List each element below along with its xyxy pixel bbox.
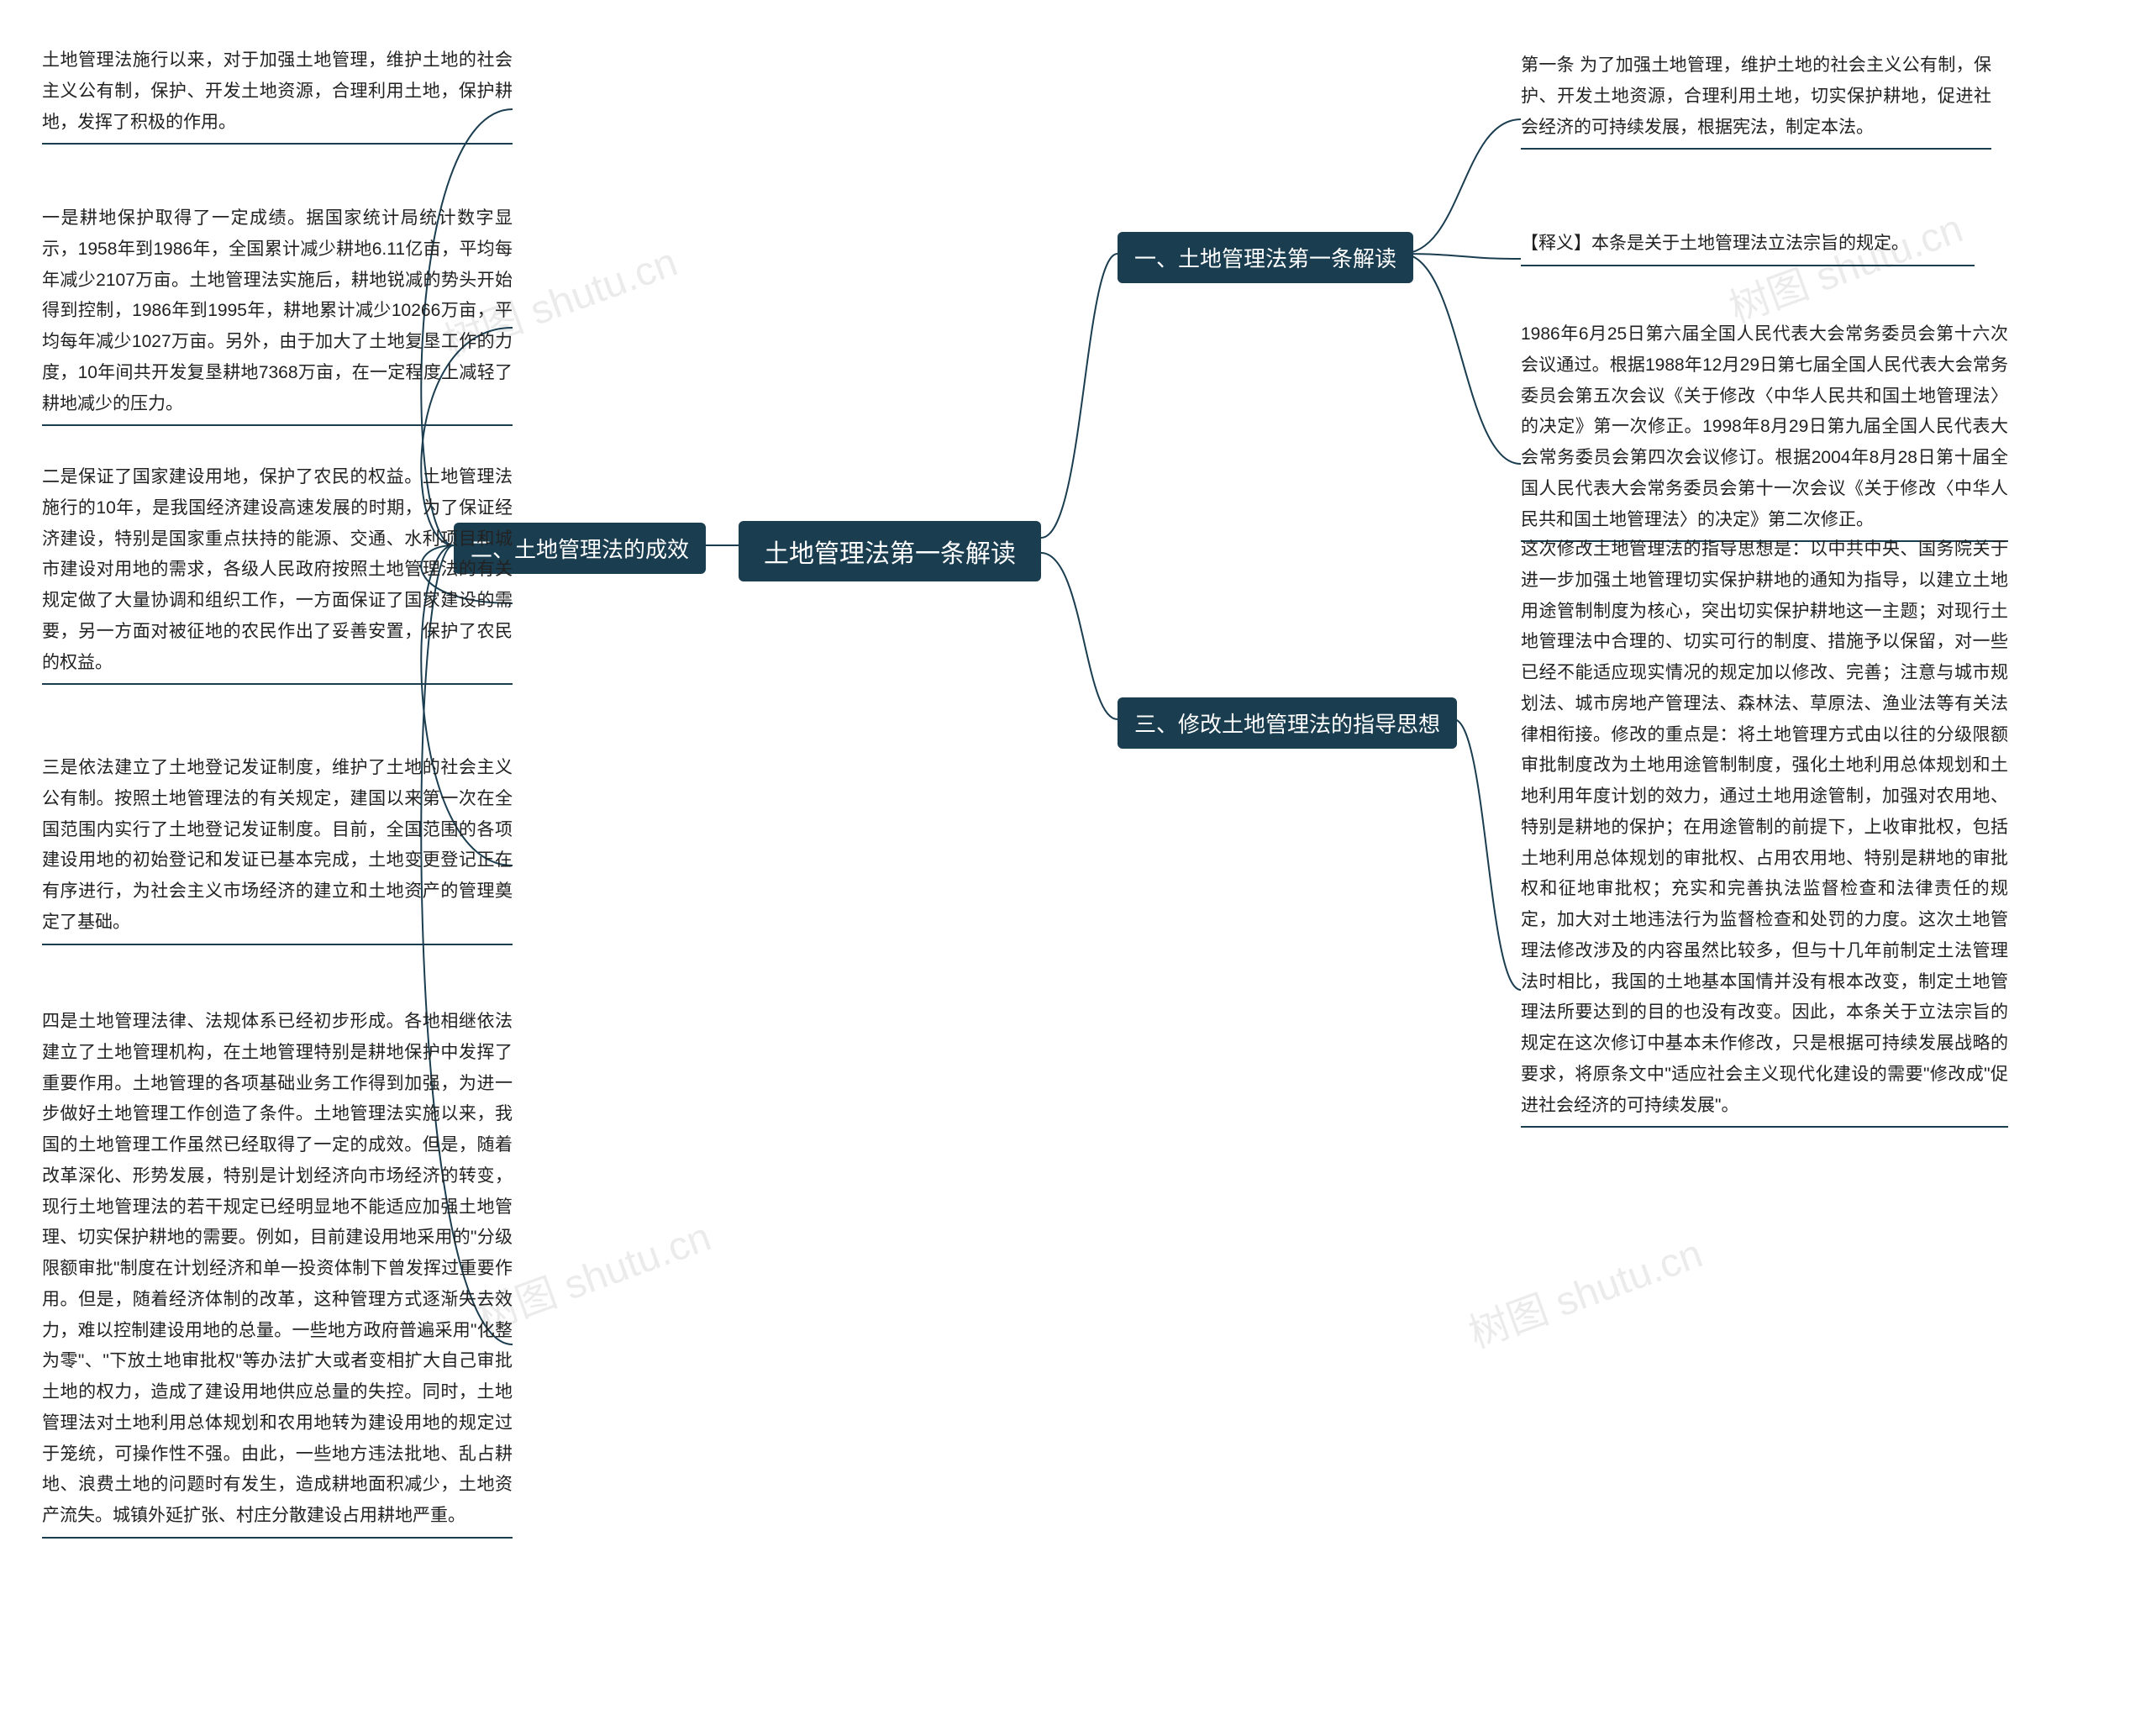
leaf-effectiveness-3: 三是依法建立了土地登记发证制度，维护了土地的社会主义公有制。按照土地管理法的有关… xyxy=(42,753,513,945)
mindmap-root: 土地管理法第一条解读 xyxy=(739,521,1041,581)
leaf-article-1-text: 第一条 为了加强土地管理，维护土地的社会主义公有制，保护、开发土地资源，合理利用… xyxy=(1521,50,1991,150)
leaf-effectiveness-intro: 土地管理法施行以来，对于加强土地管理，维护土地的社会主义公有制，保护、开发土地资… xyxy=(42,45,513,145)
branch-section-1: 一、土地管理法第一条解读 xyxy=(1118,232,1413,283)
watermark: 树图 shutu.cn xyxy=(1459,1220,1709,1359)
leaf-interpretation: 【释义】本条是关于土地管理法立法宗旨的规定。 xyxy=(1521,229,1975,266)
leaf-legislative-history: 1986年6月25日第六届全国人民代表大会常务委员会第十六次会议通过。根据198… xyxy=(1521,319,2008,542)
leaf-effectiveness-4: 四是土地管理法律、法规体系已经初步形成。各地相继依法建立了土地管理机构，在土地管… xyxy=(42,1007,513,1539)
leaf-effectiveness-2: 二是保证了国家建设用地，保护了农民的权益。土地管理法施行的10年，是我国经济建设… xyxy=(42,462,513,685)
leaf-amendment-guiding-thought: 这次修改土地管理法的指导思想是：以中共中央、国务院关于进一步加强土地管理切实保护… xyxy=(1521,534,2008,1128)
branch-section-3: 三、修改土地管理法的指导思想 xyxy=(1118,697,1457,749)
leaf-effectiveness-1: 一是耕地保护取得了一定成绩。据国家统计局统计数字显示，1958年到1986年，全… xyxy=(42,203,513,426)
